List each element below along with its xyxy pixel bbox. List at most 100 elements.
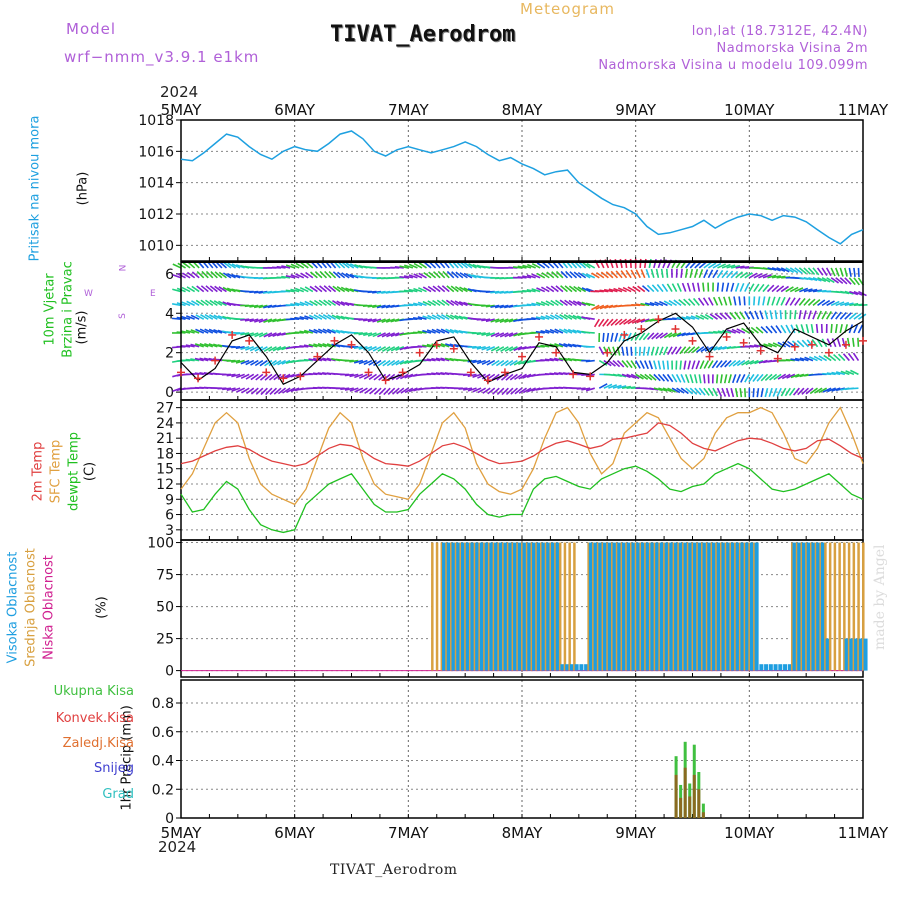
- wind-barb: [807, 267, 816, 276]
- wind-barb: [765, 325, 773, 334]
- wind-barb: [610, 332, 614, 342]
- high-cloud-bar: [460, 542, 465, 671]
- wind-barb: [467, 273, 477, 279]
- year-label-top: 2024: [160, 83, 199, 101]
- y-tick-label: 1010: [138, 238, 174, 254]
- wind-barb: [544, 358, 554, 362]
- wind-barb: [573, 285, 582, 293]
- wind-barb: [383, 387, 391, 396]
- high-cloud-bar: [598, 542, 603, 671]
- wind-barb: [336, 300, 346, 307]
- wind-barb: [849, 387, 859, 390]
- wind-barb: [591, 304, 600, 311]
- high-cloud-bar: [489, 542, 494, 671]
- wind-barb: [774, 310, 778, 320]
- wind-barb: [195, 299, 205, 307]
- wind-barb: [627, 286, 637, 293]
- wind-barb: [563, 328, 573, 334]
- wind-barb: [695, 360, 701, 370]
- wind-barb: [387, 387, 396, 395]
- wind-barb: [651, 284, 659, 293]
- wind-barb: [836, 337, 842, 348]
- wind-barb: [657, 360, 662, 370]
- wind-barb: [657, 373, 666, 382]
- wind-barb: [500, 373, 509, 381]
- wind-barb: [703, 269, 709, 279]
- wind-barb: [194, 372, 204, 376]
- wind-barb: [775, 296, 781, 306]
- wind-barb: [649, 301, 659, 307]
- wind-barb: [186, 271, 196, 279]
- wind-barb: [264, 359, 273, 367]
- wind-barb: [472, 373, 482, 378]
- wind-barb: [834, 323, 838, 334]
- wind-barb: [614, 318, 623, 326]
- wind-barb: [822, 387, 832, 393]
- wind-barb: [803, 288, 813, 293]
- high-cloud-bar: [569, 664, 574, 671]
- wind-barb: [691, 282, 696, 292]
- wind-barb: [485, 304, 495, 308]
- wind-barb: [267, 332, 277, 338]
- wind-barb: [423, 261, 432, 269]
- wind-barb: [549, 328, 559, 334]
- wind-barb: [839, 324, 843, 334]
- wind-barb: [541, 286, 550, 293]
- wind-barb: [577, 286, 587, 293]
- y-tick-label: 0: [165, 385, 174, 401]
- wind-barb: [495, 346, 505, 352]
- precip-conv-bar: [679, 797, 683, 818]
- wind-barb: [377, 346, 386, 352]
- wind-barb: [845, 370, 855, 376]
- wind-barb: [621, 360, 629, 368]
- wind-barb: [826, 300, 835, 307]
- wind-barb: [713, 346, 723, 351]
- wind-barb: [403, 289, 413, 293]
- wind-barb: [789, 297, 796, 306]
- wind-barb: [554, 328, 564, 334]
- mid-cloud-bar: [497, 542, 500, 671]
- wind-barb: [264, 373, 273, 381]
- x-day-label-bottom: 8MAY: [502, 824, 544, 842]
- high-cloud-bar: [442, 542, 447, 671]
- wind-barb: [610, 318, 619, 327]
- mid-cloud-bar: [535, 542, 538, 671]
- wind-barb: [441, 313, 450, 320]
- wind-barb: [772, 387, 778, 397]
- wind-barb: [435, 372, 445, 376]
- high-cloud-bar: [664, 542, 669, 671]
- wind-barb: [268, 346, 277, 352]
- wind-barb: [671, 387, 681, 394]
- wind-barb: [717, 330, 727, 334]
- wind-barb: [272, 332, 282, 337]
- wind-barb: [504, 332, 514, 338]
- wind-barb: [827, 387, 837, 393]
- wind-barb: [666, 360, 670, 370]
- wind-barb: [581, 287, 591, 293]
- wind-barb: [818, 387, 828, 394]
- wind-barb: [359, 387, 368, 394]
- wind-barb: [585, 331, 595, 334]
- wind-barb: [412, 317, 423, 320]
- wind-barb: [816, 338, 823, 348]
- wind-barb: [185, 315, 195, 320]
- mid-cloud-bar: [634, 542, 638, 671]
- wind-barb: [812, 277, 822, 282]
- wind-barb: [422, 344, 432, 348]
- precip-total-bar: [701, 803, 705, 818]
- mid-cloud-bar: [558, 542, 562, 671]
- high-cloud-bar: [527, 542, 532, 671]
- wind-barb: [749, 310, 755, 320]
- wind-barb: [646, 284, 655, 293]
- wind-barb: [658, 346, 664, 356]
- wind-barb: [722, 329, 732, 334]
- wind-barb: [577, 300, 586, 307]
- high-cloud-bar: [754, 542, 759, 671]
- wind-barb: [789, 267, 799, 274]
- wind-barb: [648, 373, 657, 381]
- wind-barb: [750, 326, 759, 334]
- wind-barb: [739, 388, 743, 398]
- wind-barb: [795, 324, 801, 334]
- wind-barb: [328, 270, 337, 279]
- wind-barb: [756, 388, 760, 398]
